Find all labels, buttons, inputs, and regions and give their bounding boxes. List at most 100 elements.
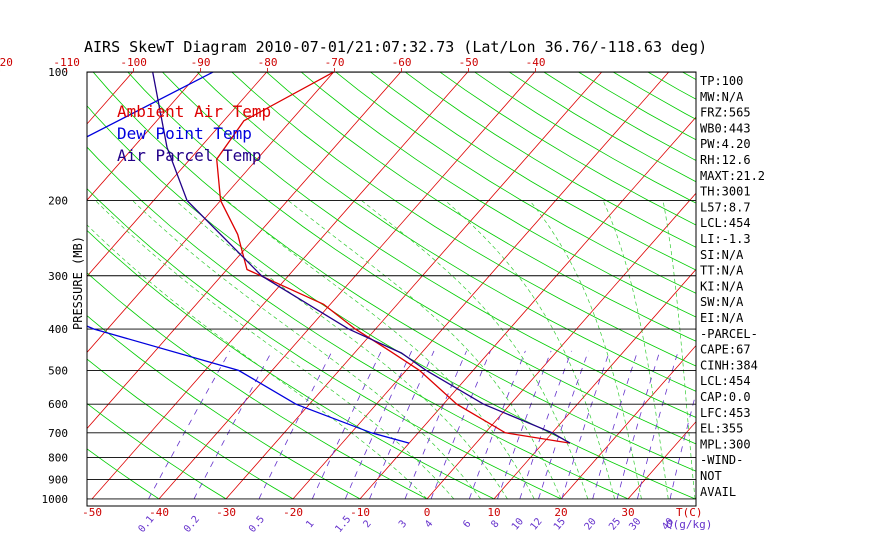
stat-entry: LCL:454 xyxy=(700,216,751,230)
moist-adiabat-line xyxy=(662,200,696,499)
temperature-unit-label: T(C) xyxy=(676,506,703,519)
mixing-ratio-label: 0.2 xyxy=(182,514,202,535)
bottom-tick-label: -40 xyxy=(149,506,169,519)
dry-adiabat-line xyxy=(405,72,696,248)
isotherm-line xyxy=(87,72,401,430)
bottom-tick-label: -30 xyxy=(216,506,236,519)
stat-entry: CAPE:67 xyxy=(700,343,751,357)
dry-adiabat-line xyxy=(335,72,696,294)
top-tick-label: -50 xyxy=(459,56,479,69)
stat-entry: EL:355 xyxy=(700,422,743,436)
dry-adiabat-line xyxy=(474,72,696,204)
bottom-tick-label: 0 xyxy=(424,506,431,519)
moist-adiabat-line xyxy=(95,200,455,500)
mixing-ratio-label: 0.5 xyxy=(247,514,267,535)
bottom-tick-label: 30 xyxy=(621,506,634,519)
stat-entry: TT:N/A xyxy=(700,264,744,278)
stat-entry: LFC:453 xyxy=(700,406,751,420)
mixing-ratio-label: 8 xyxy=(489,519,501,531)
stat-entry: EI:N/A xyxy=(700,311,744,325)
stat-entry: MPL:300 xyxy=(700,437,751,451)
stat-entry: PW:4.20 xyxy=(700,137,751,151)
dry-adiabat-line xyxy=(370,72,696,271)
isotherm-line xyxy=(560,344,696,500)
ambient-profile-line xyxy=(216,72,571,444)
moist-adiabat-line xyxy=(445,200,615,499)
isotherm-line xyxy=(158,72,535,500)
bottom-tick-label: -20 xyxy=(283,506,303,519)
stat-entry: LCL:454 xyxy=(700,374,751,388)
stat-entry: MAXT:21.2 xyxy=(700,169,765,183)
stat-entry: TP:100 xyxy=(700,74,743,88)
dewpoint-profile-line xyxy=(87,72,410,444)
stat-entry: MW:N/A xyxy=(700,90,744,104)
dry-adiabat-line xyxy=(787,72,870,499)
parcel-profile-line xyxy=(152,72,571,444)
mixing-ratio-label: 10 xyxy=(510,516,526,532)
moist-adiabat-line xyxy=(602,200,669,499)
mixing-ratio-label: 1 xyxy=(304,519,316,531)
top-tick-label: -120 xyxy=(0,56,13,69)
profile-series xyxy=(87,72,571,444)
legend-entry: Dew Point Temp xyxy=(117,124,252,143)
mixing-ratio-line xyxy=(193,350,273,500)
bottom-tick-label: -50 xyxy=(82,506,102,519)
dry-adiabat-line xyxy=(301,72,696,318)
mixing-ratio-line xyxy=(538,350,589,500)
mixing-ratio-line xyxy=(637,350,679,499)
stat-entry: SW:N/A xyxy=(700,295,744,309)
dry-adiabat-line xyxy=(87,358,294,500)
pressure-tick-label: 800 xyxy=(48,452,68,465)
mixing-ratio-line xyxy=(561,350,611,500)
stat-entry: FRZ:565 xyxy=(700,106,751,120)
isotherm-line xyxy=(627,421,696,500)
mixing-ratio-line xyxy=(468,350,526,500)
pressure-tick-label: 200 xyxy=(48,195,68,208)
pressure-tick-label: 300 xyxy=(48,270,68,283)
bottom-tick-label: -10 xyxy=(350,506,370,519)
mixing-ratio-line xyxy=(616,350,661,499)
dry-adiabat-line xyxy=(439,72,696,226)
mixing-ratio-line xyxy=(148,350,231,500)
mixing-ratio-label: 6 xyxy=(461,519,473,531)
dry-adiabat-line xyxy=(87,315,361,500)
stat-entry: NOT xyxy=(700,469,722,483)
stat-entry: -WIND- xyxy=(700,453,743,467)
isotherm-line xyxy=(87,72,267,277)
top-tick-label: -80 xyxy=(258,56,278,69)
moist-adiabat-line xyxy=(529,200,642,499)
moist-adiabat-line xyxy=(87,224,428,500)
mixing-ratio-line xyxy=(497,350,552,500)
pressure-axis: 100 200 300 400 500 600 700 800 900 1000 xyxy=(42,66,69,506)
stat-entry: TH:3001 xyxy=(700,185,751,199)
isotherm-line xyxy=(829,72,870,499)
mixing-ratio-unit-label: Q(g/kg) xyxy=(666,518,712,531)
dry-adiabat-line xyxy=(87,105,696,500)
dry-adiabat-line xyxy=(231,72,696,367)
pressure-tick-label: 400 xyxy=(48,323,68,336)
top-tick-label: -100 xyxy=(120,56,147,69)
dry-adiabat-line xyxy=(266,72,696,342)
dry-adiabat-line xyxy=(87,146,629,500)
bottom-tick-label: 20 xyxy=(554,506,567,519)
isotherm-line xyxy=(493,268,696,500)
top-tick-label: -60 xyxy=(392,56,412,69)
isotherm-line xyxy=(91,72,468,500)
pressure-tick-label: 100 xyxy=(48,66,68,79)
mixing-ratio-label: 20 xyxy=(583,516,599,532)
mixing-ratio-line xyxy=(344,350,413,500)
bottom-temperature-axis: -50 -40 -30 -20 -10 0 10 20 30 xyxy=(82,506,635,519)
pressure-tick-label: 700 xyxy=(48,427,68,440)
mixing-ratio-line xyxy=(669,391,696,499)
mixing-ratio-line xyxy=(311,350,382,500)
stat-entry: L57:8.7 xyxy=(700,200,751,214)
chart-title: AIRS SkewT Diagram 2010-07-01/21:07:32.7… xyxy=(84,38,707,56)
isotherm-line xyxy=(87,72,334,353)
isotherm-line xyxy=(225,72,602,500)
pressure-tick-label: 1000 xyxy=(42,493,69,506)
stat-entry: RH:12.6 xyxy=(700,153,751,167)
stat-entry: KI:N/A xyxy=(700,279,744,293)
pressure-tick-label: 900 xyxy=(48,473,68,486)
dry-adiabat-line xyxy=(87,188,562,500)
